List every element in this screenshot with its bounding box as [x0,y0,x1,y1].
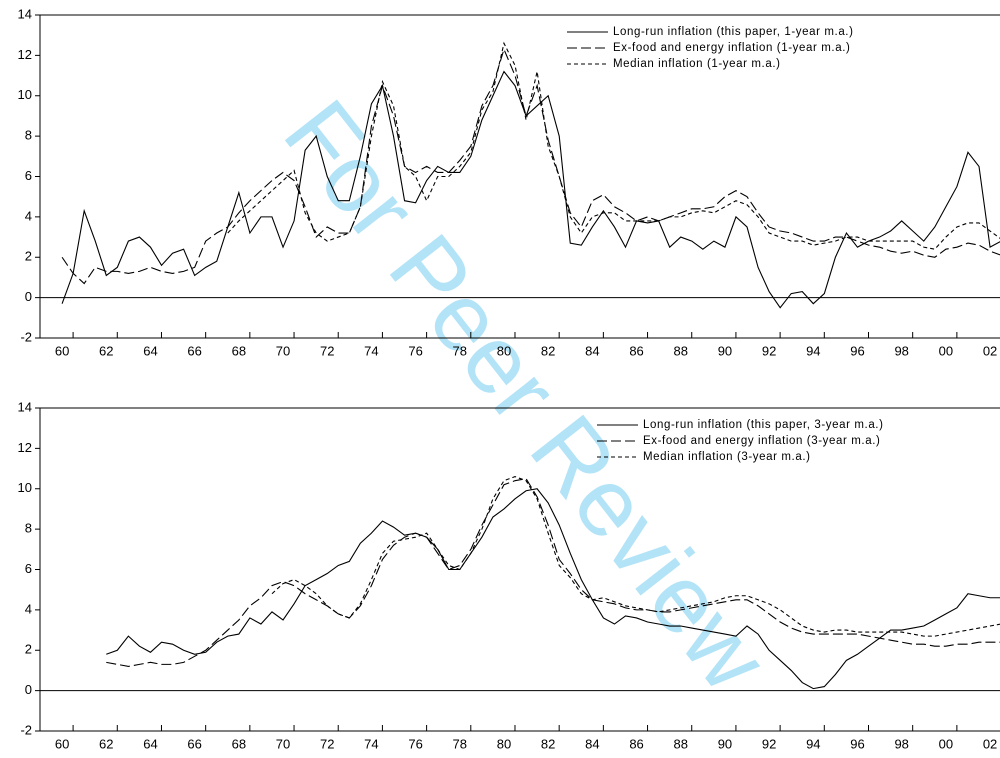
x-tick-label: 66 [187,736,201,751]
x-tick-label: 98 [894,343,908,358]
x-tick-label: 62 [99,343,113,358]
x-tick-label: 98 [894,736,908,751]
x-tick-label: 66 [187,343,201,358]
y-tick-label: 2 [25,642,32,657]
watermark: For Peer Review [263,81,788,711]
y-tick-label: 6 [25,168,32,183]
y-tick-label: 0 [25,682,32,697]
x-tick-label: 96 [850,343,864,358]
x-tick-label: 86 [629,343,643,358]
x-tick-label: 72 [320,736,334,751]
x-tick-label: 02 [983,343,997,358]
y-tick-label: 2 [25,249,32,264]
legend-label: Median inflation (3-year m.a.) [643,451,811,463]
series-line [61,47,1000,285]
y-tick-label: 14 [18,6,32,21]
legend-label: Ex-food and energy inflation (3-year m.a… [643,435,880,447]
y-tick-label: 10 [18,480,32,495]
x-tick-label: 64 [143,343,157,358]
x-tick-label: 88 [674,343,688,358]
y-tick-label: 4 [25,601,32,616]
x-tick-label: 74 [364,343,378,358]
x-tick-label: 68 [232,736,246,751]
x-tick-label: 92 [762,343,776,358]
x-tick-label: 90 [718,343,732,358]
x-tick-label: 64 [143,736,157,751]
x-tick-label: 92 [762,736,776,751]
y-tick-label: 6 [25,561,32,576]
x-tick-label: 90 [718,736,732,751]
x-tick-label: 60 [55,736,69,751]
legend-label: Ex-food and energy inflation (1-year m.a… [613,42,850,54]
x-tick-label: 88 [674,736,688,751]
x-tick-label: 96 [850,736,864,751]
x-tick-label: 70 [276,343,290,358]
x-tick-label: 68 [232,343,246,358]
y-tick-label: 12 [18,440,32,455]
series-line [61,70,1000,309]
x-tick-label: 00 [939,343,953,358]
x-tick-label: 76 [408,736,422,751]
x-tick-label: 70 [276,736,290,751]
legend-label: Long-run inflation (this paper, 1-year m… [613,26,854,38]
legend-label: Long-run inflation (this paper, 3-year m… [643,419,884,431]
y-tick-label: 8 [25,521,32,536]
series-line [227,41,1000,250]
x-tick-label: 80 [497,343,511,358]
y-tick-label: 4 [25,208,32,223]
x-tick-label: 82 [541,343,555,358]
x-tick-label: 74 [364,736,378,751]
y-tick-label: 14 [18,399,32,414]
y-tick-label: -2 [20,329,32,344]
x-tick-label: 84 [585,343,599,358]
legend-label: Median inflation (1-year m.a.) [613,58,781,70]
x-tick-label: 00 [939,736,953,751]
series-line [106,488,1000,690]
x-tick-label: 78 [453,343,467,358]
x-tick-label: 02 [983,736,997,751]
x-tick-label: 62 [99,736,113,751]
x-tick-label: 60 [55,343,69,358]
x-tick-label: 86 [629,736,643,751]
y-tick-label: 0 [25,289,32,304]
x-tick-label: 94 [806,343,820,358]
x-tick-label: 80 [497,736,511,751]
x-tick-label: 94 [806,736,820,751]
series-line [271,476,1000,637]
x-tick-label: 84 [585,736,599,751]
x-tick-label: 82 [541,736,555,751]
y-tick-label: -2 [20,722,32,737]
x-tick-label: 78 [453,736,467,751]
x-tick-label: 72 [320,343,334,358]
x-tick-label: 76 [408,343,422,358]
y-tick-label: 12 [18,47,32,62]
y-tick-label: 8 [25,128,32,143]
y-tick-label: 10 [18,87,32,102]
series-line [106,478,1000,667]
